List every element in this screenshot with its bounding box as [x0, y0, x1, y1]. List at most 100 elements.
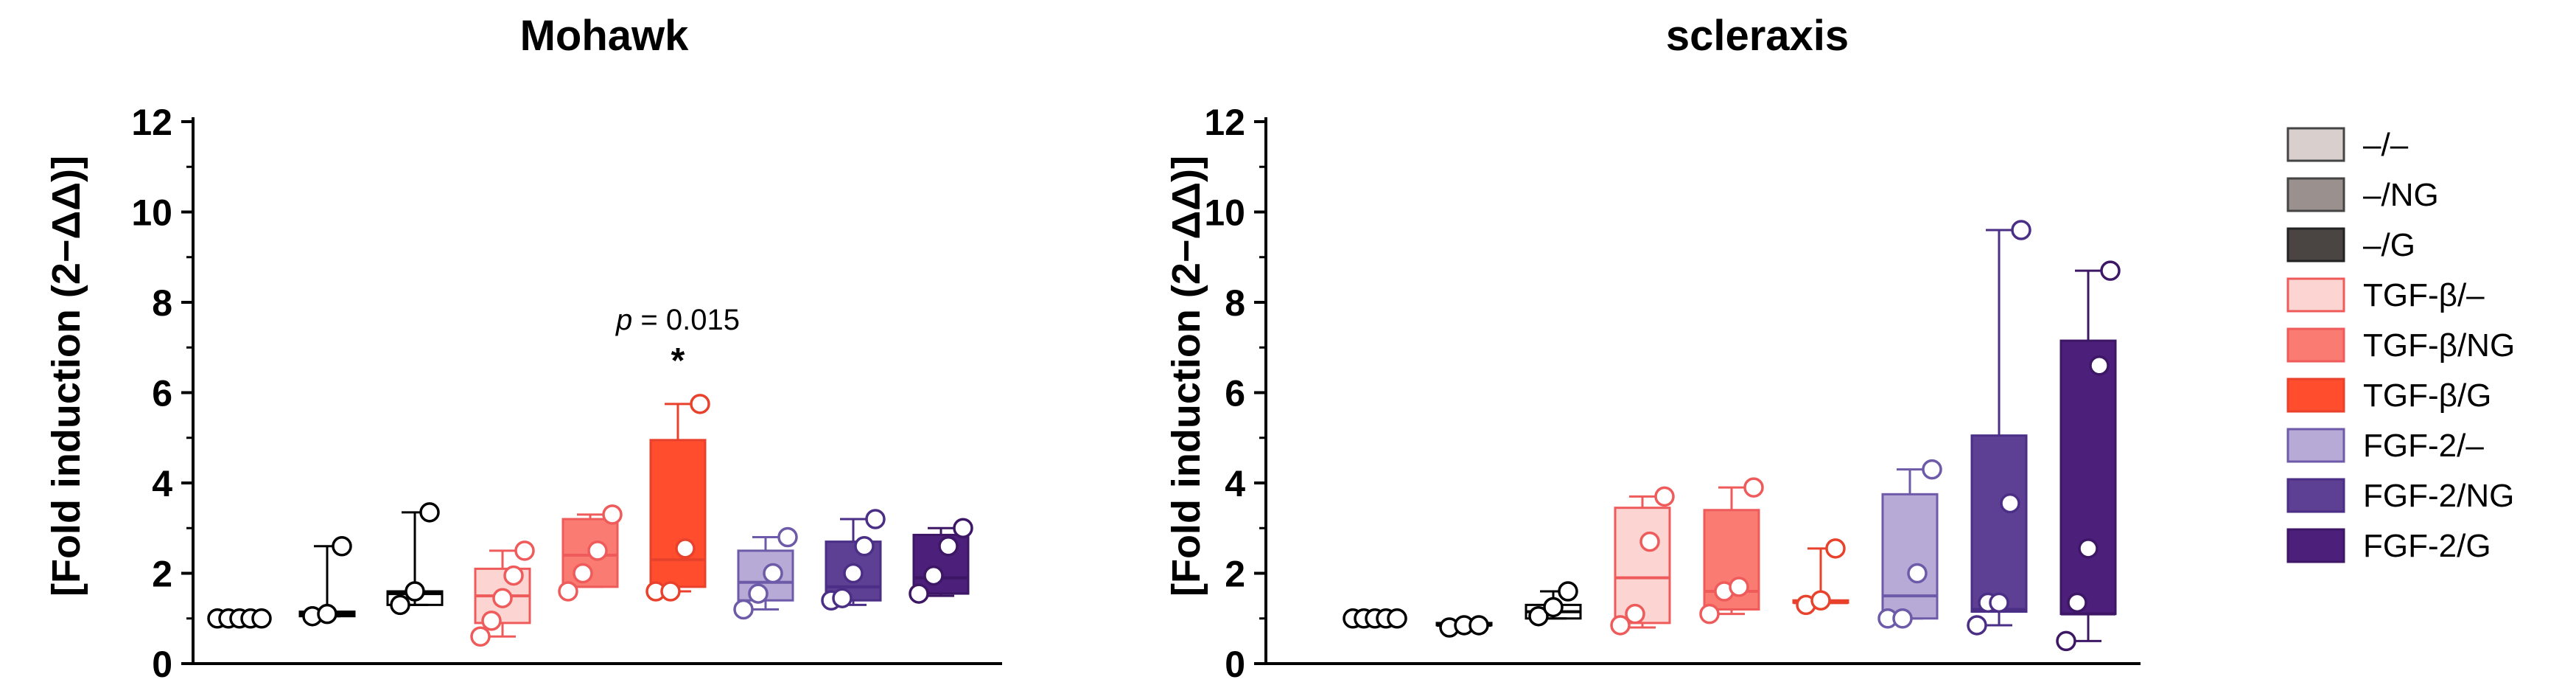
data-point	[587, 540, 608, 561]
data-point	[690, 394, 710, 414]
legend-swatch	[2286, 378, 2345, 413]
data-point	[660, 581, 681, 602]
legend-swatch	[2286, 327, 2345, 363]
box-group-5	[558, 504, 623, 602]
box-iqr	[912, 533, 970, 595]
data-point	[2000, 493, 2020, 514]
y-tick-label: 8	[1225, 282, 1245, 324]
box-group-2	[1435, 615, 1493, 638]
data-point	[832, 588, 853, 608]
data-point	[923, 565, 944, 586]
legend-item: FGF-2/–	[2286, 428, 2484, 464]
data-point	[1558, 581, 1578, 602]
legend-label: TGF-β/NG	[2363, 327, 2515, 364]
data-point	[1654, 486, 1675, 507]
data-point	[865, 509, 886, 529]
y-axis-label-scleraxis: [Fold induction (2−ΔΔ)]	[1164, 156, 1208, 597]
legend-swatch	[2286, 478, 2345, 513]
data-point	[419, 502, 440, 523]
data-point	[1967, 615, 1987, 636]
box-group-9	[909, 518, 973, 604]
data-point	[1528, 605, 1549, 627]
y-tick-label: 6	[1225, 373, 1245, 414]
data-point	[492, 588, 513, 608]
p-value-annotation: p = 0.015	[615, 304, 740, 336]
box-group-8	[1967, 220, 2031, 636]
legend-swatch	[2286, 528, 2345, 563]
data-point	[1907, 563, 1928, 584]
legend-swatch	[2286, 127, 2345, 162]
data-point	[748, 583, 769, 604]
box-group-7	[1877, 459, 1942, 629]
data-point	[1729, 577, 1749, 597]
box-group-1	[1343, 608, 1407, 629]
y-tick-label: 0	[152, 644, 172, 685]
legend-item: TGF-β/G	[2286, 378, 2491, 414]
data-point	[1543, 597, 1564, 618]
data-point	[514, 540, 535, 561]
box-iqr	[2059, 339, 2117, 616]
significance-star: *	[671, 341, 685, 380]
legend-item: FGF-2/G	[2286, 528, 2491, 564]
box-group-1	[207, 608, 272, 629]
box-iqr	[1881, 493, 1939, 620]
box-group-7	[733, 526, 798, 620]
y-axis-label-main: [Fold induction (2−ΔΔ	[1164, 182, 1208, 597]
legend-label: FGF-2/–	[2363, 428, 2484, 464]
legend-item: FGF-2/NG	[2286, 478, 2514, 514]
legend-label: TGF-β/G	[2363, 378, 2491, 414]
data-point	[763, 563, 783, 584]
data-point	[938, 536, 959, 557]
box-group-3	[1525, 581, 1582, 627]
legend-item: TGF-β/–	[2286, 277, 2485, 313]
data-point	[2089, 355, 2110, 376]
data-point	[1810, 590, 1831, 611]
y-tick-label: 2	[152, 554, 172, 595]
data-point	[558, 581, 578, 602]
data-point	[405, 581, 425, 602]
data-point	[1610, 615, 1631, 636]
y-axis-label-main: [Fold induction (2−ΔΔ	[44, 182, 88, 597]
data-point	[843, 563, 864, 584]
legend-swatch	[2286, 428, 2345, 463]
box-group-3	[386, 502, 444, 616]
legend-label: TGF-β/–	[2363, 277, 2485, 313]
data-point	[1639, 531, 1660, 552]
legend-label: –/NG	[2363, 177, 2439, 213]
legend-item: –/NG	[2286, 177, 2439, 213]
legend-label: –/G	[2363, 227, 2415, 263]
legend-item: –/–	[2286, 127, 2409, 163]
y-tick-label: 10	[1204, 192, 1245, 234]
data-point	[390, 594, 410, 616]
y-tick-label: 4	[1225, 463, 1245, 504]
plot-area-mohawk: 0 2 4 6 8 10 12 p = 0.015 *	[131, 102, 1002, 685]
data-point	[2067, 592, 2087, 613]
data-point	[1892, 608, 1913, 629]
legend-label: –/–	[2363, 127, 2409, 163]
data-point	[2056, 630, 2076, 652]
box-group-6	[645, 394, 710, 602]
y-axis-label-suffix: )]	[1164, 156, 1208, 182]
data-point	[675, 538, 696, 559]
data-point	[854, 536, 875, 557]
legend-label: FGF-2/G	[2363, 528, 2491, 564]
y-tick-label: 12	[131, 102, 172, 143]
data-point	[2011, 220, 2031, 240]
box-group-4	[1610, 486, 1675, 636]
box-iqr	[1614, 507, 1671, 625]
legend-swatch	[2286, 227, 2345, 262]
legend-item: TGF-β/NG	[2286, 327, 2515, 364]
box-iqr	[1970, 434, 2028, 613]
box-iqr	[649, 439, 707, 588]
box-group-9	[2056, 260, 2121, 652]
y-tick-label: 6	[152, 373, 172, 414]
data-point	[1469, 615, 1489, 636]
data-point	[1922, 459, 1942, 480]
data-point	[1989, 592, 2009, 613]
legend-swatch	[2286, 177, 2345, 212]
data-point	[573, 563, 593, 584]
data-point	[1387, 608, 1407, 629]
data-point	[1625, 603, 1645, 625]
data-point	[1699, 603, 1720, 625]
